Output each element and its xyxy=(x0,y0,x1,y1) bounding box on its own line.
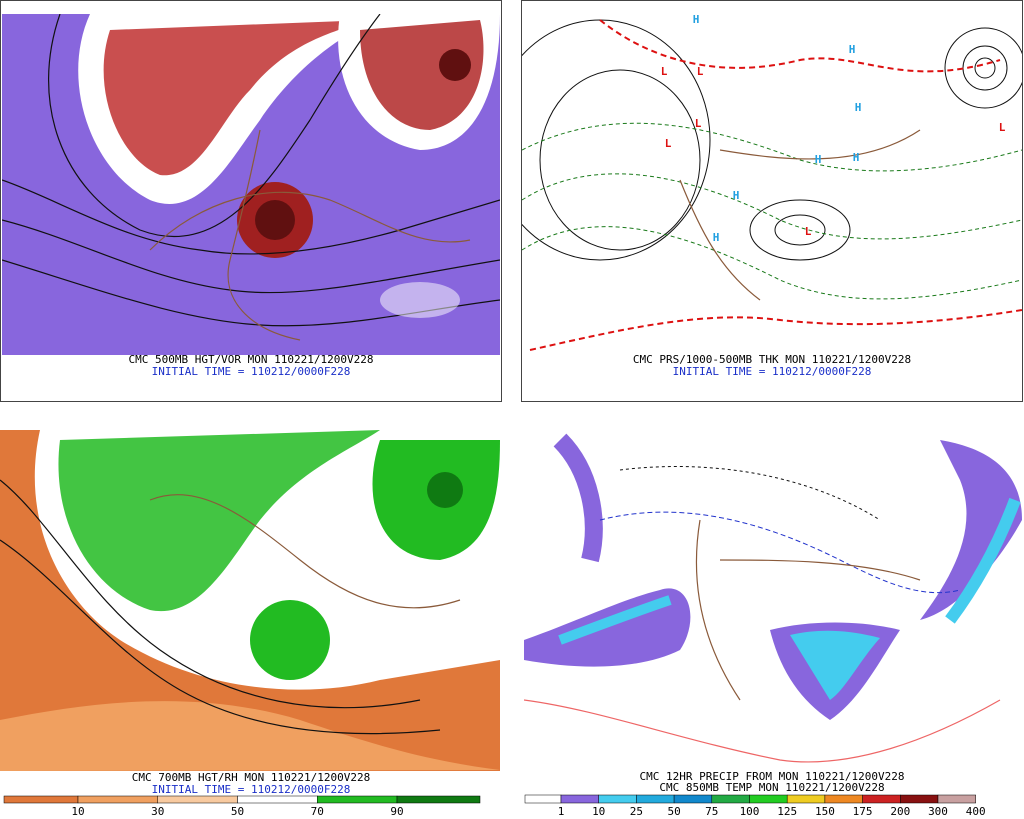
caption: CMC PRS/1000-500MB THK MON 110221/1200V2… xyxy=(633,353,911,366)
caption: CMC 500MB HGT/VOR MON 110221/1200V228 xyxy=(128,353,373,366)
colorbar-label: 125 xyxy=(777,805,797,818)
map-500mb xyxy=(2,14,500,355)
colorbar-swatch xyxy=(824,794,863,804)
colorbar-label: 90 xyxy=(390,805,403,818)
colorbar-label: 400 xyxy=(966,805,986,818)
colorbar-swatch xyxy=(862,794,901,804)
caption: CMC 850MB TEMP MON 110221/1200V228 xyxy=(659,781,884,794)
map-precip xyxy=(524,430,1022,772)
colorbar-swatch xyxy=(157,795,238,804)
colorbar-label: 75 xyxy=(705,805,718,818)
caption: CMC 700MB HGT/RH MON 110221/1200V228 xyxy=(132,771,370,784)
colorbar-label: 175 xyxy=(853,805,873,818)
colorbar-swatch xyxy=(673,794,713,804)
colorbar-label: 100 xyxy=(740,805,760,818)
colorbar-swatch xyxy=(560,794,599,804)
colorbar-label: 300 xyxy=(928,805,948,818)
colorbar-swatch xyxy=(786,794,826,804)
panel-frame xyxy=(0,0,502,402)
caption: INITIAL TIME = 110212/0000F228 xyxy=(673,365,872,378)
caption: CMC 12HR PRECIP FROM MON 110221/1200V228 xyxy=(640,770,905,783)
map-700mb xyxy=(0,430,500,771)
colorbar-swatch xyxy=(396,795,481,804)
high-marker: H xyxy=(815,153,822,166)
colorbar-swatch xyxy=(524,794,562,804)
high-marker: H xyxy=(855,101,862,114)
colorbar-swatch xyxy=(749,794,788,804)
colorbar-swatch xyxy=(937,794,976,804)
high-marker: H xyxy=(849,43,856,56)
colorbar-swatch xyxy=(598,794,637,804)
colorbar-label: 150 xyxy=(815,805,835,818)
panel-frame xyxy=(521,0,1023,402)
caption: INITIAL TIME = 110212/0000F228 xyxy=(152,783,351,796)
colorbar-label: 10 xyxy=(71,805,84,818)
colorbar-label: 70 xyxy=(311,805,324,818)
colorbar-swatch xyxy=(711,794,750,804)
caption: INITIAL TIME = 110212/0000F228 xyxy=(152,365,351,378)
colorbar-label: 1 xyxy=(558,805,565,818)
high-marker: H xyxy=(733,189,740,202)
colorbar-label: 30 xyxy=(151,805,164,818)
colorbar-label: 10 xyxy=(592,805,605,818)
low-marker: L xyxy=(697,65,704,78)
colorbar-swatch xyxy=(77,795,158,804)
low-marker: L xyxy=(661,65,668,78)
low-marker: L xyxy=(665,137,672,150)
colorbar-swatch xyxy=(237,795,318,804)
low-marker: L xyxy=(999,121,1006,134)
high-marker: H xyxy=(853,151,860,164)
low-marker: L xyxy=(695,117,702,130)
low-marker: L xyxy=(805,225,812,238)
colorbar-label: 200 xyxy=(890,805,910,818)
colorbar-swatch xyxy=(317,795,398,804)
map-pressure xyxy=(522,14,1022,355)
colorbar-label: 50 xyxy=(231,805,244,818)
colorbar-swatch xyxy=(636,794,675,804)
colorbar-swatch xyxy=(900,794,939,804)
colorbar-label: 25 xyxy=(630,805,643,818)
colorbar-swatch xyxy=(3,795,79,804)
annotations: CMC 500MB HGT/VOR MON 110221/1200V228INI… xyxy=(3,13,1006,818)
colorbar-label: 50 xyxy=(667,805,680,818)
high-marker: H xyxy=(693,13,700,26)
high-marker: H xyxy=(713,231,720,244)
